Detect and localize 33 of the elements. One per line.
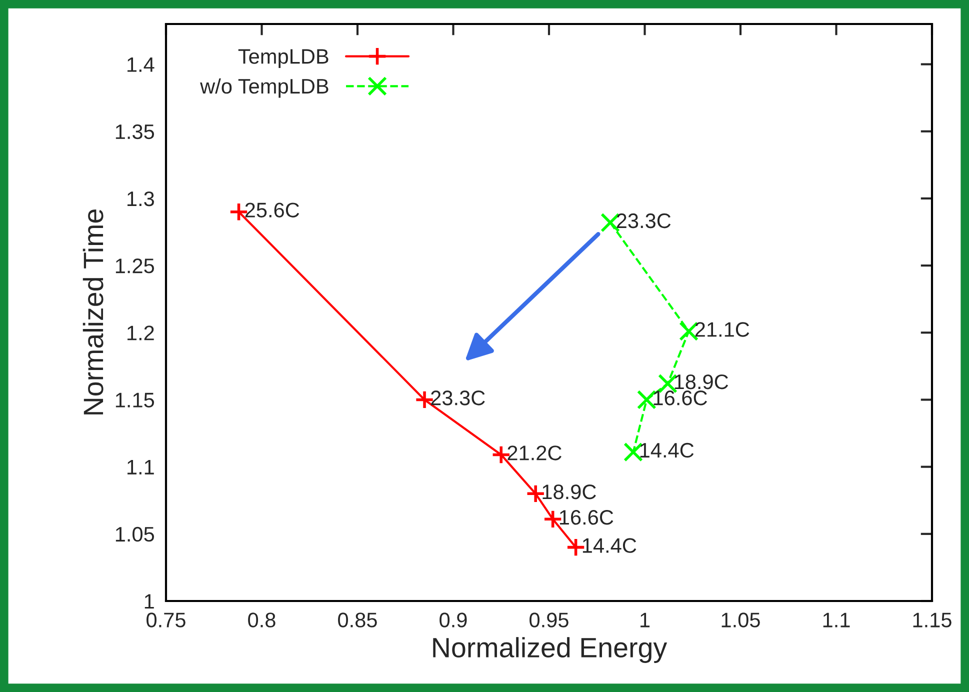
legend-label: TempLDB (238, 49, 328, 68)
y-tick-label: 1.1 (128, 460, 154, 474)
x-axis-title: Normalized Energy (433, 637, 668, 663)
x-tick-label: 0.9 (440, 612, 467, 628)
x-tick-label: 0.95 (530, 612, 568, 628)
annotation: 16.6C (560, 510, 614, 525)
annotation: 18.9C (542, 484, 596, 500)
y-tick-label: 1.25 (116, 258, 154, 274)
y-tick-label: 1.4 (128, 57, 154, 72)
annotation: 23.3C (616, 213, 671, 228)
y-tick-label: 1.15 (116, 392, 154, 408)
y-tick-label: 1.35 (116, 124, 154, 140)
annotation: 21.1C (695, 322, 750, 337)
y-tick-label: 1.3 (128, 191, 154, 206)
x-tick-label: 1 (640, 612, 650, 628)
annotation: 25.6C (245, 202, 300, 218)
x-tick-label: 0.85 (338, 612, 377, 628)
x-tick-label: 1.05 (722, 612, 760, 628)
x-tick-label: 1.15 (913, 612, 952, 628)
x-tick-label: 1.1 (823, 612, 850, 628)
annotation: 14.4C (640, 442, 694, 458)
annotation: 23.3C (431, 390, 485, 406)
legend-label: w/o TempLDB (200, 78, 328, 98)
y-axis-title: Normalized Time (82, 210, 104, 414)
annotation: 14.4C (582, 538, 636, 553)
annotation: 18.9C (674, 374, 728, 390)
y-tick-label: 1.2 (128, 326, 154, 340)
annotation: 16.6C (654, 390, 708, 406)
annotation: 21.2C (508, 446, 562, 460)
x-tick-label: 0.75 (146, 612, 186, 628)
y-tick-label: 1.05 (116, 526, 154, 542)
y-tick-label: 1 (144, 594, 154, 609)
x-tick-label: 0.8 (248, 612, 276, 628)
